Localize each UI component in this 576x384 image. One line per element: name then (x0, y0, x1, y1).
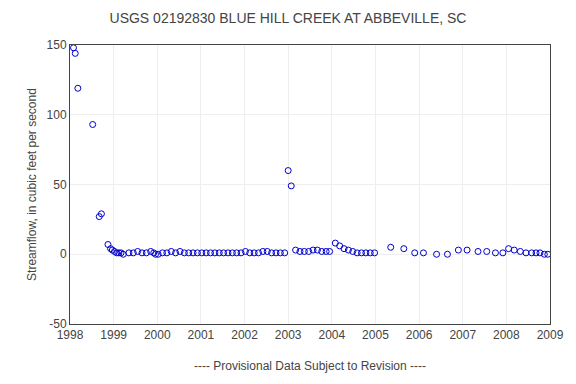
svg-text:2000: 2000 (144, 328, 171, 342)
svg-text:2008: 2008 (493, 328, 520, 342)
svg-text:1998: 1998 (57, 328, 84, 342)
svg-text:2001: 2001 (188, 328, 215, 342)
svg-text:0: 0 (60, 247, 67, 261)
svg-text:150: 150 (47, 38, 67, 52)
svg-text:2005: 2005 (362, 328, 389, 342)
svg-text:-50: -50 (49, 317, 67, 331)
svg-text:2007: 2007 (449, 328, 476, 342)
svg-text:1999: 1999 (100, 328, 127, 342)
svg-text:100: 100 (47, 108, 67, 122)
svg-text:2004: 2004 (318, 328, 345, 342)
svg-text:50: 50 (53, 178, 67, 192)
svg-text:2006: 2006 (406, 328, 433, 342)
svg-text:USGS 02192830 BLUE HILL CREEK: USGS 02192830 BLUE HILL CREEK AT ABBEVIL… (110, 10, 467, 26)
svg-text:2003: 2003 (275, 328, 302, 342)
svg-text:Streamflow, in cubic feet per: Streamflow, in cubic feet per second (25, 88, 39, 281)
svg-text:2002: 2002 (231, 328, 258, 342)
svg-text:2009: 2009 (537, 328, 564, 342)
svg-text:---- Provisional Data Subject: ---- Provisional Data Subject to Revisio… (194, 359, 426, 373)
